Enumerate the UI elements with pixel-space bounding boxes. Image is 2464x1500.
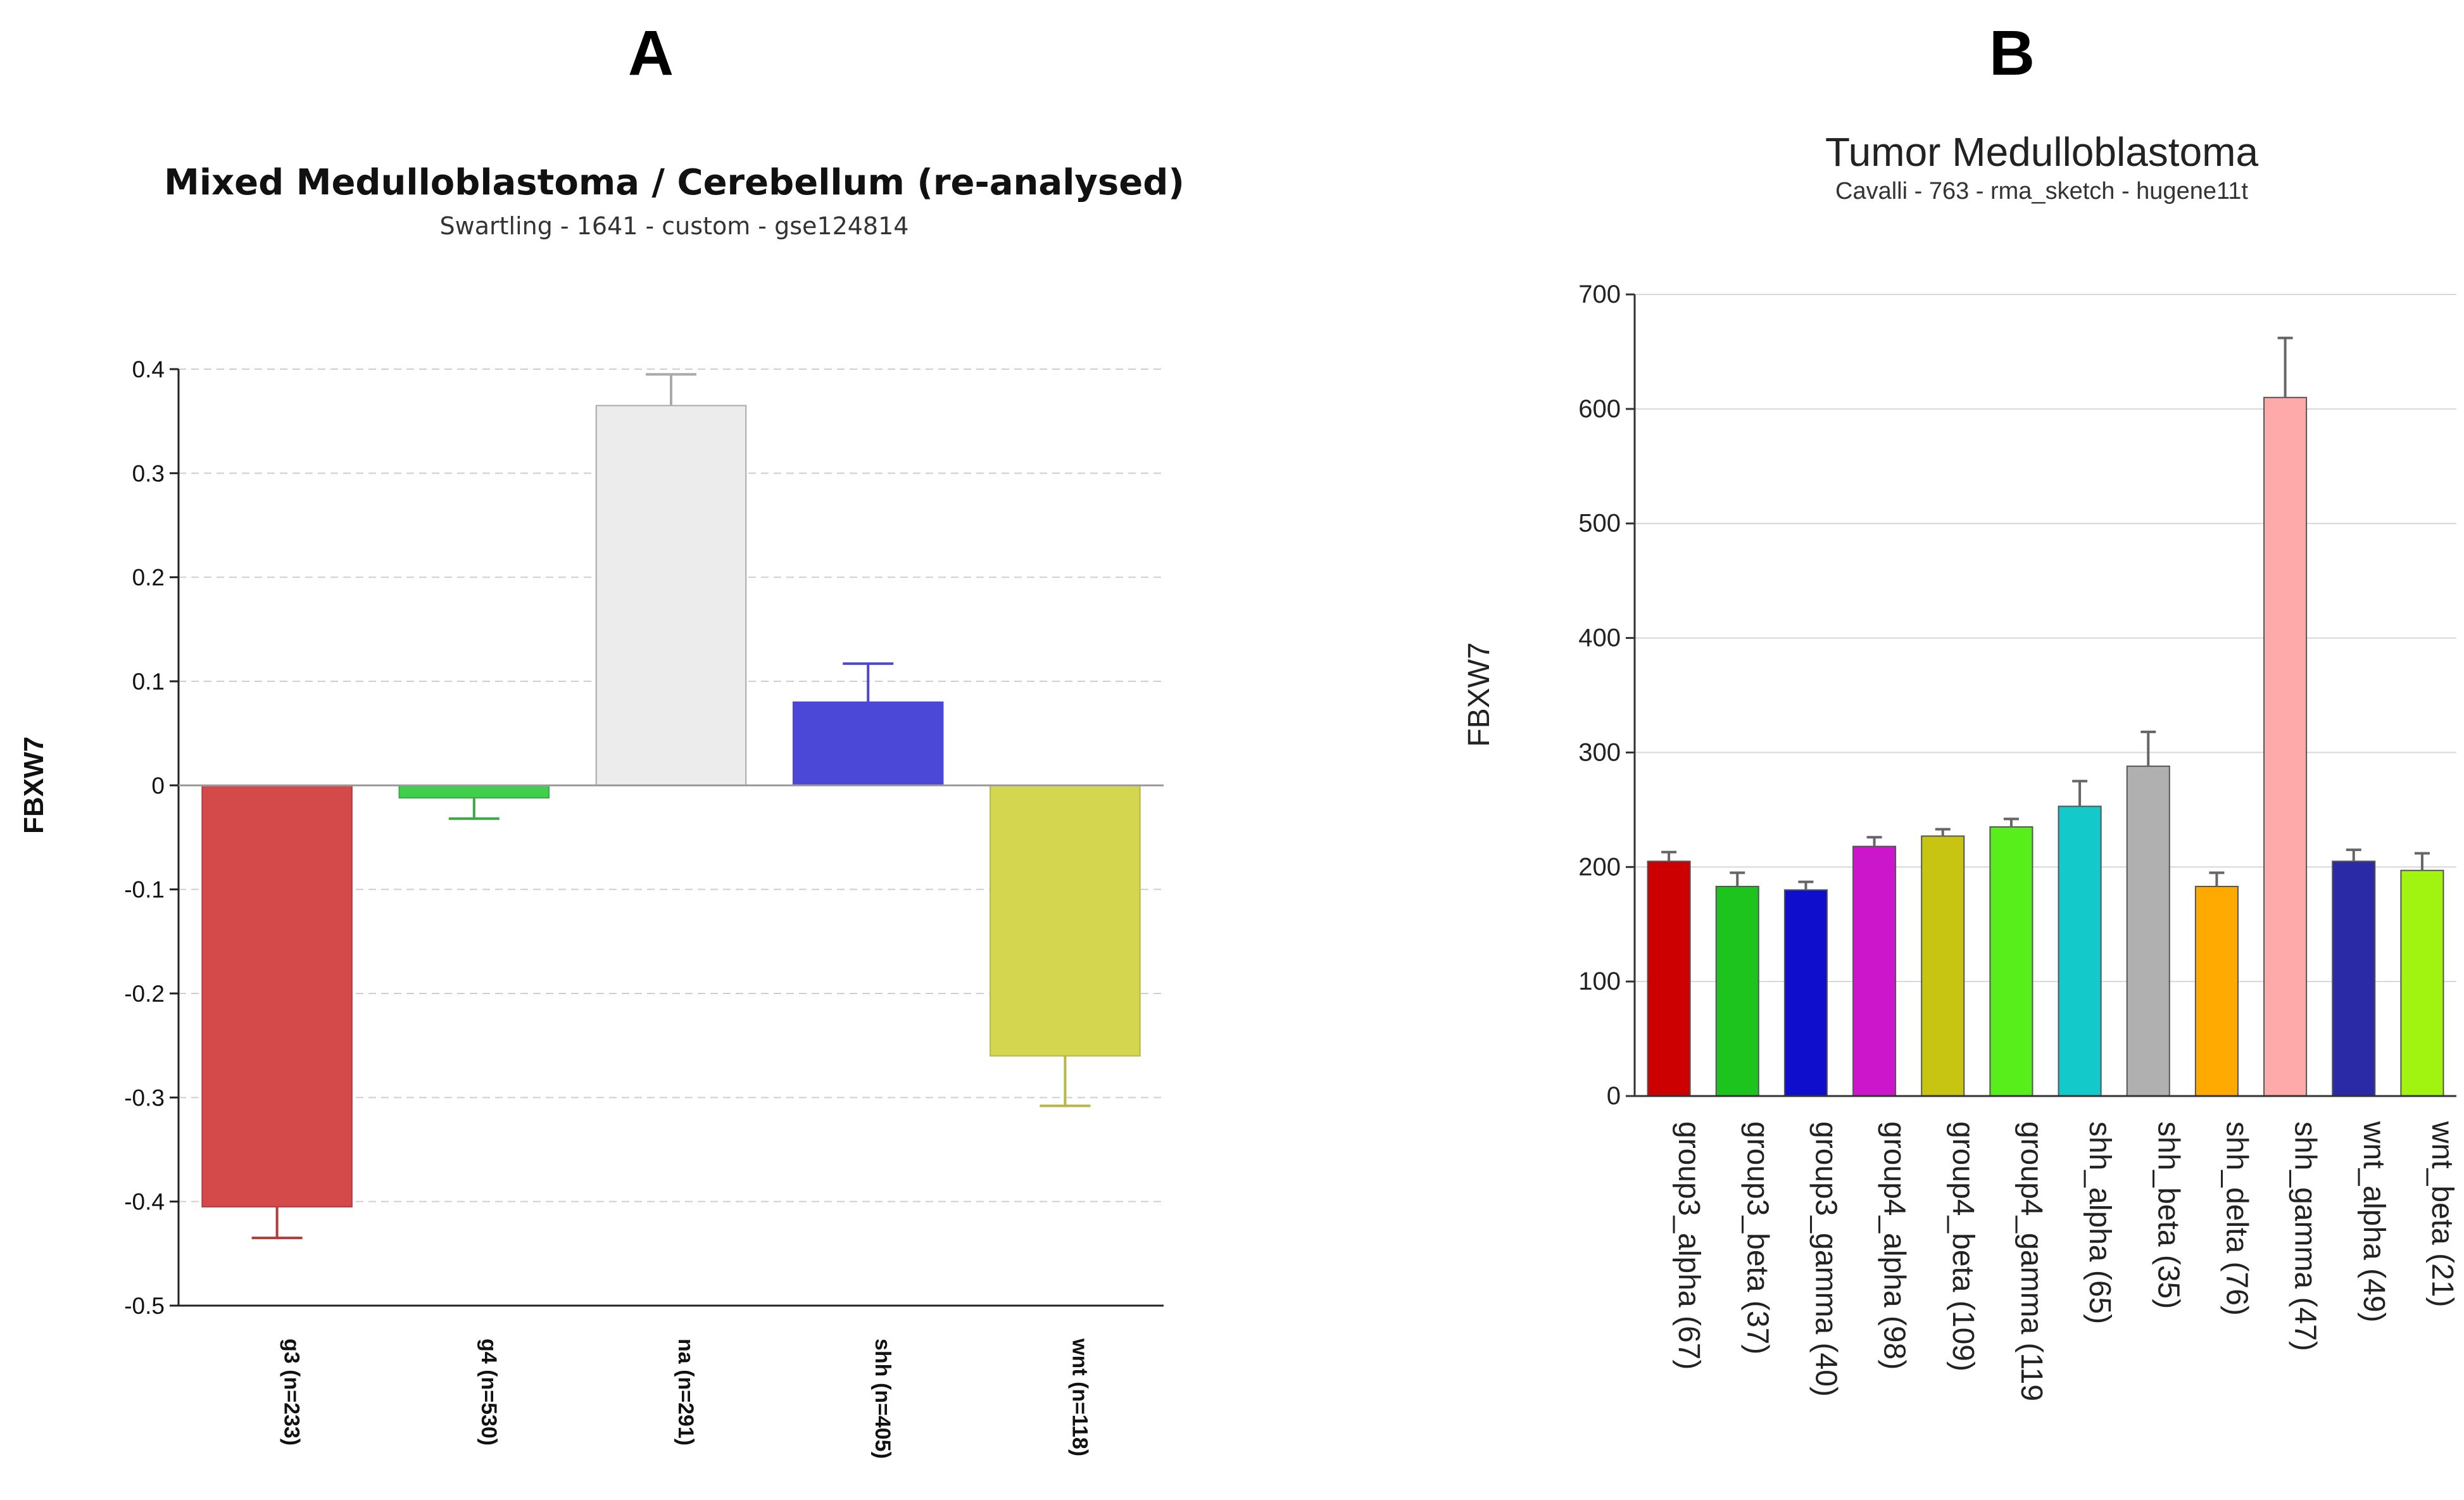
y-tick-label: 600 [1578, 395, 1621, 423]
chart-b-y-ticks: 0 100 200 300 400 500 600 700 [1578, 280, 1635, 1110]
y-tick-label: 0.2 [132, 565, 165, 591]
x-tick-label-shh-beta-35: shh_beta (35) [2151, 1121, 2185, 1309]
y-tick-label: 100 [1578, 967, 1621, 995]
chart-b-axes [1633, 294, 2456, 1097]
chart-a-error-bars [251, 373, 1091, 1240]
x-tick-label-wnt-n-118: wnt (n=118) [1067, 1338, 1091, 1456]
panel-a-letter: A [628, 18, 674, 89]
y-tick-label: 300 [1578, 738, 1621, 766]
chart-b-y-axis-label: FBXW7 [1462, 642, 1496, 747]
bar-g4-n-530 [398, 785, 550, 799]
y-tick-label: 0 [151, 772, 165, 798]
bar-group3-gamma-40 [1783, 889, 1828, 1097]
bar-na-n-291 [595, 405, 747, 786]
x-tick-label-group4-beta-109: group4_beta (109) [1946, 1121, 1980, 1371]
y-tick-label: -0.4 [124, 1189, 165, 1215]
x-tick-label-group4-gamma-119: group4_gamma (119 [2015, 1121, 2048, 1401]
y-tick-label: 500 [1578, 510, 1621, 538]
x-tick-label-shh-alpha-65: shh_alpha (65) [2083, 1121, 2116, 1324]
y-tick-label: 0.3 [132, 460, 165, 486]
y-tick-label: -0.2 [124, 981, 165, 1007]
x-tick-label-g4-n-530: g4 (n=530) [477, 1339, 501, 1446]
x-tick-label-group3-gamma-40: group3_gamma (40) [1809, 1121, 1842, 1397]
x-tick-label-wnt-alpha-49: wnt_alpha (49) [2357, 1121, 2391, 1323]
x-tick-label-group3-alpha-67: group3_alpha (67) [1672, 1121, 1706, 1370]
x-tick-label-g3-n-233: g3 (n=233) [280, 1339, 304, 1446]
y-tick-label: 0.4 [132, 356, 165, 382]
x-tick-label-group4-alpha-98: group4_alpha (98) [1878, 1121, 1911, 1370]
chart-a-subtitle: Swartling - 1641 - custom - gse124814 [440, 212, 909, 240]
bar-group3-beta-37 [1715, 886, 1759, 1097]
bar-shh-gamma-47 [2263, 396, 2308, 1097]
chart-b-bars [1647, 396, 2444, 1097]
bar-wnt-beta-21 [2400, 869, 2444, 1097]
y-tick-label: -0.5 [124, 1293, 165, 1319]
chart-b: Tumor Medulloblastoma Cavalli - 763 - rm… [1462, 129, 2459, 1401]
bar-shh-n-405 [792, 701, 944, 786]
chart-a-y-axis-label: FBXW7 [18, 736, 49, 834]
y-tick-label: -0.3 [124, 1085, 165, 1111]
chart-a-bars [201, 405, 1141, 1207]
bar-shh-beta-35 [2126, 766, 2170, 1097]
bar-wnt-alpha-49 [2332, 860, 2376, 1097]
bar-group4-gamma-119 [1989, 826, 2033, 1097]
chart-a-axes [177, 369, 1164, 1307]
x-tick-label-shh-delta-76: shh_delta (76) [2220, 1121, 2253, 1316]
chart-b-title: Tumor Medulloblastoma [1825, 129, 2259, 175]
bar-g3-n-233 [201, 785, 353, 1207]
y-tick-label: -0.1 [124, 877, 165, 903]
chart-a-x-ticks: g3 (n=233) g4 (n=530) na (n=291) shh (n=405… [280, 1338, 1092, 1459]
chart-a-title: Mixed Medulloblastoma / Cerebellum (re-a… [164, 162, 1185, 203]
x-tick-label-wnt-beta-21: wnt_beta (21) [2425, 1121, 2459, 1308]
x-tick-label-group3-beta-37: group3_beta (37) [1740, 1121, 1774, 1354]
chart-b-error-bars [1661, 336, 2430, 890]
y-tick-label: 0.1 [132, 669, 165, 695]
x-tick-label-shh-gamma-47: shh_gamma (47) [2289, 1121, 2322, 1351]
y-tick-label: 0 [1607, 1082, 1621, 1110]
chart-b-x-ticks: group3_alpha (67) group3_beta (37) group3_… [1672, 1121, 2459, 1401]
y-tick-label: 200 [1578, 853, 1621, 881]
chart-b-subtitle: Cavalli - 763 - rma_sketch - hugene11t [1835, 178, 2248, 205]
chart-a-y-ticks: 0.4 0.3 0.2 0.1 0 -0.1 -0.2 -0.3 -0.4 -0.5 [124, 356, 179, 1319]
chart-a: Mixed Medulloblastoma / Cerebellum (re-a… [18, 162, 1185, 1459]
y-tick-label: 400 [1578, 624, 1621, 652]
bar-group4-beta-109 [1921, 835, 1965, 1097]
chart-b-gridlines [1635, 294, 2456, 983]
bar-shh-alpha-65 [2058, 805, 2102, 1097]
bar-group4-alpha-98 [1852, 845, 1897, 1097]
panel-b-letter: B [1989, 18, 2035, 89]
x-tick-label-shh-n-405: shh (n=405) [871, 1339, 895, 1459]
bar-shh-delta-76 [2194, 886, 2239, 1097]
bar-wnt-n-118 [990, 785, 1141, 1057]
bar-group3-alpha-67 [1647, 860, 1691, 1097]
y-tick-label: 700 [1578, 280, 1621, 308]
x-tick-label-na-n-291: na (n=291) [674, 1339, 698, 1446]
